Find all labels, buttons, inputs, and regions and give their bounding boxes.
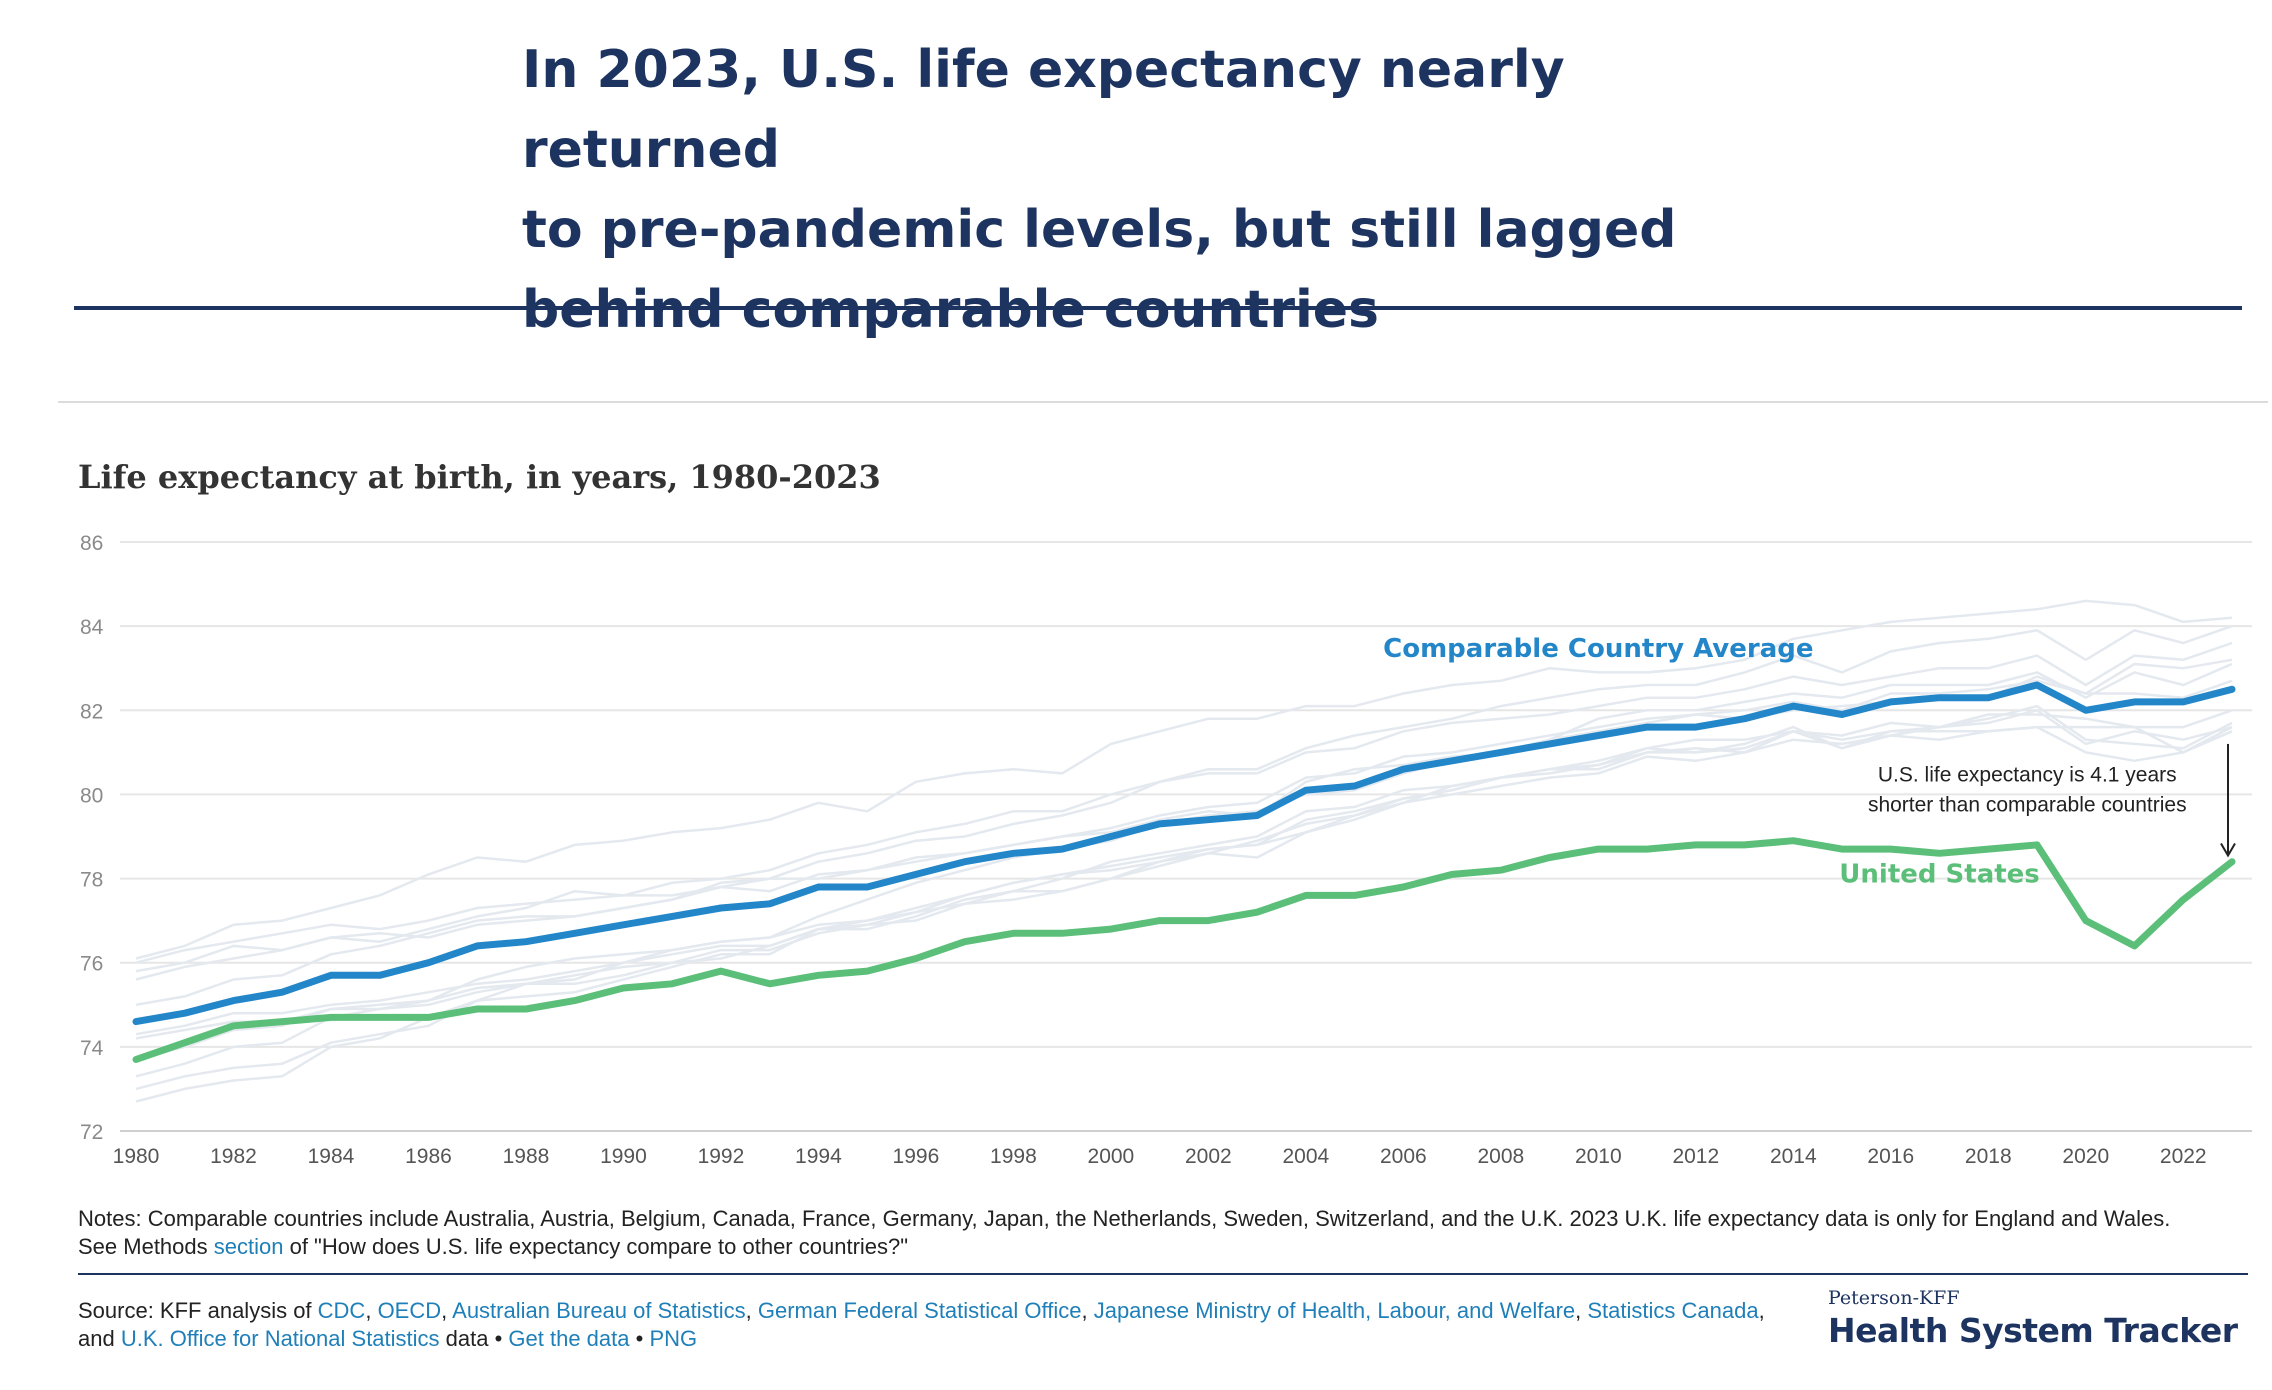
- gap-annotation-line: shorter than comparable countries: [1868, 793, 2187, 816]
- country-line: [135, 641, 2233, 973]
- x-tick-label: 1990: [600, 1145, 647, 1168]
- chart-title: Life expectancy at birth, in years, 1980…: [78, 458, 881, 496]
- country-line: [135, 679, 2233, 964]
- x-tick-label: 2000: [1088, 1145, 1135, 1168]
- chart-top-divider: [58, 401, 2268, 403]
- x-tick-label: 2002: [1185, 1145, 1232, 1168]
- x-tick-label: 1988: [503, 1145, 550, 1168]
- x-tick-label: 2006: [1380, 1145, 1427, 1168]
- destatis-link[interactable]: German Federal Statistical Office: [757, 1298, 1082, 1323]
- x-tick-label: 2016: [1867, 1145, 1914, 1168]
- notes-methods-prefix: See Methods: [78, 1234, 214, 1259]
- oecd-link[interactable]: OECD: [377, 1298, 442, 1323]
- y-tick-label: 82: [80, 700, 103, 723]
- country-line: [135, 725, 2233, 1091]
- x-tick-label: 1982: [210, 1145, 257, 1168]
- country-line: [135, 725, 2233, 1040]
- x-tick-label: 1986: [405, 1145, 452, 1168]
- gap-annotation-line: U.S. life expectancy is 4.1 years: [1878, 763, 2177, 786]
- x-tick-label: 1998: [990, 1145, 1037, 1168]
- headline-line-1: In 2023, U.S. life expectancy nearly ret…: [522, 40, 1565, 180]
- cdc-link[interactable]: CDC: [317, 1298, 366, 1323]
- y-tick-label: 72: [80, 1121, 103, 1144]
- headline-line-3: behind comparable countries: [522, 280, 1380, 340]
- comparable-average-label: Comparable Country Average: [1383, 634, 1813, 664]
- x-tick-label: 2012: [1672, 1145, 1719, 1168]
- source-prefix: Source: KFF analysis of: [78, 1298, 318, 1323]
- series-line: [132, 837, 2236, 1063]
- source-sep: ,: [745, 1298, 758, 1323]
- chart-annotations: Comparable Country Average United States U…: [1383, 634, 2236, 889]
- x-tick-label: 2004: [1283, 1145, 1330, 1168]
- x-tick-label: 1984: [308, 1145, 355, 1168]
- chart-gridlines: [120, 541, 2252, 1132]
- notes-methods-suffix: of "How does U.S. life expectancy compar…: [283, 1234, 909, 1259]
- x-tick-label: 1994: [795, 1145, 842, 1168]
- gap-arrow-head: [2220, 843, 2236, 858]
- headline: In 2023, U.S. life expectancy nearly ret…: [522, 30, 1822, 350]
- x-tick-label: 2014: [1770, 1145, 1817, 1168]
- country-line: [135, 624, 2233, 1007]
- source-sep: ,: [1575, 1298, 1588, 1323]
- series-line: [132, 681, 2236, 1026]
- source-divider: [78, 1273, 2248, 1275]
- notes-text: Notes: Comparable countries include Aust…: [78, 1206, 2171, 1231]
- source-data: data •: [439, 1326, 509, 1351]
- y-axis-labels: 72 74 76 78 80 82 84 86: [80, 532, 104, 1144]
- x-tick-label: 2022: [2160, 1145, 2207, 1168]
- abs-link[interactable]: Australian Bureau of Statistics: [452, 1298, 746, 1323]
- x-tick-label: 1980: [113, 1145, 160, 1168]
- y-tick-label: 80: [80, 784, 103, 807]
- country-line: [135, 599, 2233, 960]
- source-text: Source: KFF analysis of CDC, OECD, Austr…: [78, 1297, 1778, 1353]
- headline-divider: [74, 306, 2242, 310]
- brand-big-text: Health System Tracker: [1828, 1311, 2238, 1350]
- y-tick-label: 84: [80, 616, 104, 639]
- x-tick-label: 2018: [1965, 1145, 2012, 1168]
- source-sep: ,: [441, 1298, 453, 1323]
- united-states-label: United States: [1839, 859, 2040, 889]
- highlighted-series: [132, 681, 2236, 1063]
- get-data-link[interactable]: Get the data: [508, 1326, 630, 1351]
- headline-line-2: to pre-pandemic levels, but still lagged: [522, 200, 1677, 260]
- x-tick-label: 1992: [698, 1145, 745, 1168]
- x-axis-labels: 1980 1982 1984 1986 1988 1990 1992 1994 1996 1998…: [113, 1145, 2207, 1168]
- chart-notes: Notes: Comparable countries include Aust…: [78, 1205, 2248, 1261]
- x-tick-label: 2008: [1477, 1145, 1524, 1168]
- png-link[interactable]: PNG: [649, 1326, 698, 1351]
- y-tick-label: 76: [80, 953, 103, 976]
- source-and: , and: [78, 1298, 1765, 1351]
- y-tick-label: 78: [80, 869, 103, 892]
- source-bullet: •: [629, 1326, 650, 1351]
- methods-section-link[interactable]: section: [213, 1234, 284, 1259]
- country-line: [135, 709, 2233, 1078]
- line-chart: 72 74 76 78 80 82 84 86 1980 1982 1984 1986 1988 199…: [80, 532, 2252, 1168]
- country-background-lines: [135, 599, 2233, 1103]
- y-tick-label: 74: [80, 1037, 104, 1060]
- x-tick-label: 2020: [2062, 1145, 2109, 1168]
- japan-ministry-link[interactable]: Japanese Ministry of Health, Labour, and…: [1093, 1298, 1576, 1323]
- statistics-canada-link[interactable]: Statistics Canada: [1587, 1298, 1759, 1323]
- source-sep: ,: [365, 1298, 378, 1323]
- x-tick-label: 2010: [1575, 1145, 1622, 1168]
- ons-link[interactable]: U.K. Office for National Statistics: [120, 1326, 440, 1351]
- x-tick-label: 1996: [893, 1145, 940, 1168]
- brand-logo: Peterson-KFF Health System Tracker: [1828, 1287, 2248, 1350]
- country-line: [135, 704, 2233, 1103]
- brand-small-text: Peterson-KFF: [1828, 1287, 1960, 1309]
- y-tick-label: 86: [80, 532, 103, 555]
- source-sep: ,: [1081, 1298, 1094, 1323]
